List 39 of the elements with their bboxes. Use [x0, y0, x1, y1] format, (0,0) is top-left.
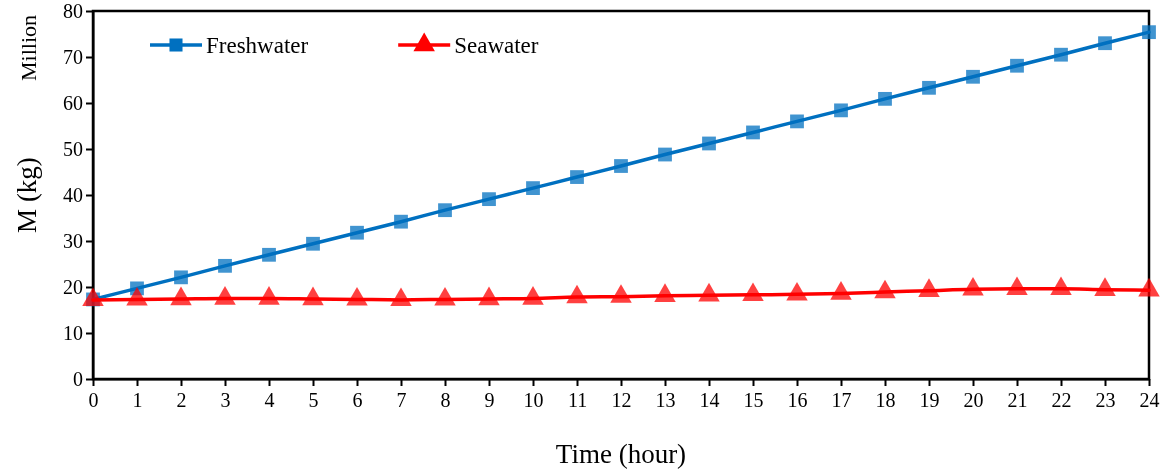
x-tick-label: 0: [88, 389, 99, 411]
x-tick-label: 13: [655, 389, 676, 411]
x-axis-title: Time (hour): [555, 439, 687, 469]
x-tick-label: 10: [523, 389, 544, 411]
legend-label: Seawater: [454, 33, 539, 59]
y-tick-label: 40: [63, 183, 83, 206]
y-tick-label: 20: [63, 275, 83, 298]
x-tick-label: 4: [264, 389, 275, 411]
x-tick-label: 16: [787, 389, 808, 411]
y-tick-label: 0: [73, 367, 83, 390]
y-tick-label: 10: [63, 321, 83, 344]
y-axis-title: M (kg): [12, 157, 42, 233]
y-tick-label: 70: [63, 45, 83, 68]
x-tick-label: 5: [308, 389, 319, 411]
x-tick-label: 19: [919, 389, 940, 411]
x-tick-label: 15: [743, 389, 764, 411]
y-tick-label: 30: [63, 229, 83, 252]
x-tick-label: 17: [831, 389, 852, 411]
x-tick-label: 23: [1095, 389, 1116, 411]
legend-label: Freshwater: [206, 33, 309, 59]
x-tick-label: 14: [699, 389, 720, 411]
y-tick-label: 60: [63, 91, 83, 114]
x-tick-label: 3: [220, 389, 231, 411]
y-tick-label: 80: [63, 0, 83, 22]
x-tick-label: 1: [132, 389, 143, 411]
x-tick-label: 12: [611, 389, 632, 411]
x-tick-label: 2: [176, 389, 187, 411]
x-tick-label: 7: [396, 389, 407, 411]
x-tick-label: 20: [963, 389, 984, 411]
x-tick-label: 11: [567, 389, 588, 411]
x-tick-label: 22: [1051, 389, 1072, 411]
x-tick-label: 8: [440, 389, 451, 411]
x-tick-label: 18: [875, 389, 896, 411]
text: Million: [16, 14, 41, 82]
y-tick-label: 50: [63, 137, 83, 160]
x-tick-label: 24: [1139, 389, 1160, 411]
x-tick-label: 21: [1007, 389, 1028, 411]
x-tick-label: 6: [352, 389, 363, 411]
x-tick-label: 9: [484, 389, 495, 411]
